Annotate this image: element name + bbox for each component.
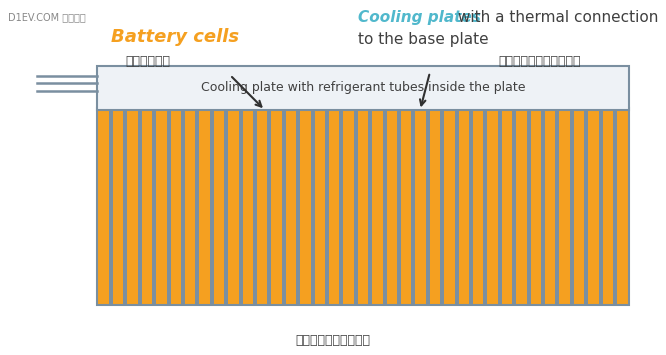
Bar [368, 108, 372, 305]
Bar [599, 108, 603, 305]
Bar [426, 108, 430, 305]
Bar [97, 108, 629, 305]
Bar [325, 108, 329, 305]
Bar [512, 108, 516, 305]
Bar [541, 108, 545, 305]
Bar [354, 108, 358, 305]
Bar [282, 108, 286, 305]
Bar [109, 108, 113, 305]
Text: to the base plate: to the base plate [358, 32, 489, 47]
Text: Battery cells: Battery cells [111, 28, 239, 46]
Bar [238, 108, 242, 305]
Bar [469, 108, 473, 305]
Bar [224, 108, 228, 305]
Bar [498, 108, 501, 305]
Bar [138, 108, 142, 305]
Bar [570, 108, 574, 305]
Bar [296, 108, 300, 305]
Bar [455, 108, 459, 305]
Bar [210, 108, 214, 305]
Bar [97, 66, 629, 110]
Text: （导热铝板与基板相连）: （导热铝板与基板相连） [498, 55, 581, 68]
Bar [440, 108, 444, 305]
Text: （通入制冷剂的冷板）: （通入制冷剂的冷板） [296, 333, 370, 346]
Bar [412, 108, 416, 305]
Bar [484, 108, 488, 305]
Bar [613, 108, 617, 305]
Text: Cooling plate with refrigerant tubes inside the plate: Cooling plate with refrigerant tubes ins… [200, 81, 525, 94]
Bar [382, 108, 386, 305]
Bar [397, 108, 401, 305]
Bar [555, 108, 559, 305]
Text: with a thermal connection: with a thermal connection [453, 10, 659, 25]
Bar [152, 108, 156, 305]
Bar [181, 108, 185, 305]
Bar [267, 108, 271, 305]
Bar [310, 108, 314, 305]
Bar [123, 108, 127, 305]
Text: （电池单体）: （电池单体） [125, 55, 170, 68]
Bar [253, 108, 257, 305]
Bar [584, 108, 588, 305]
Bar [166, 108, 170, 305]
Text: D1EV.COM 第一电动: D1EV.COM 第一电动 [8, 12, 86, 22]
Bar [340, 108, 344, 305]
Text: Cooling plates: Cooling plates [358, 10, 481, 25]
Bar [527, 108, 531, 305]
Bar [195, 108, 199, 305]
